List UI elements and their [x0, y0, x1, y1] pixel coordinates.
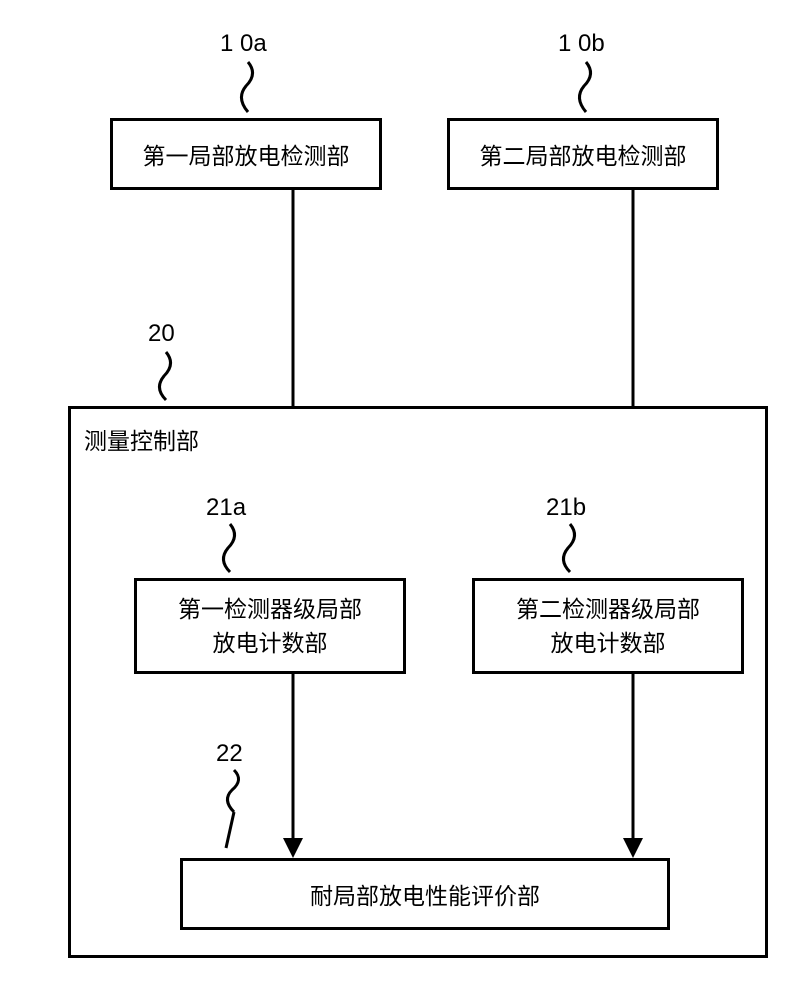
- arrow-21b-to-22: [0, 0, 807, 1000]
- box-evaluator: 耐局部放电性能评价部: [180, 858, 670, 930]
- ref-label-22: 22: [216, 740, 243, 768]
- leader-squiggle-22: [226, 770, 246, 818]
- box-evaluator-text: 耐局部放电性能评价部: [310, 877, 540, 911]
